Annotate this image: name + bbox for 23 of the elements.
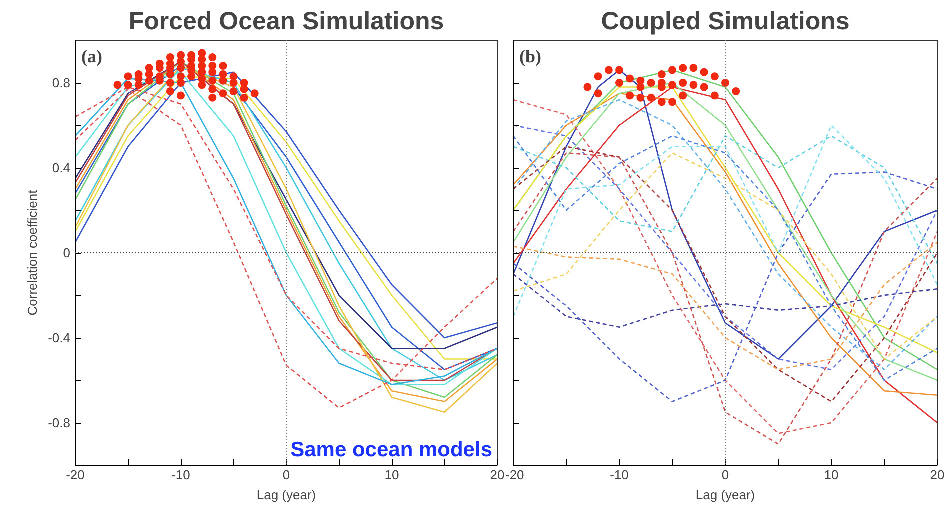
annotation: Same ocean models — [290, 438, 492, 462]
annotation: (b) — [520, 46, 542, 66]
y-tick-label: -0.8 — [48, 416, 71, 430]
x-tick-label: -10 — [172, 468, 190, 482]
x-tick-label: -20 — [506, 468, 524, 482]
x-tick-label: 20 — [930, 468, 945, 482]
x-tick-label: 0 — [722, 468, 730, 482]
x-axis-title: Lag (year) — [696, 488, 756, 502]
chart-title: Forced Ocean Simulations — [128, 8, 444, 36]
x-tick-label: 20 — [490, 468, 505, 482]
x-axis-title: Lag (year) — [256, 488, 316, 502]
y-tick-label: 0.4 — [52, 160, 71, 176]
y-axis-title: Correlation coefficient — [25, 190, 40, 316]
chart-title: Coupled Simulations — [601, 8, 850, 36]
x-tick-label: 0 — [282, 468, 290, 482]
y-tick-label: -0.4 — [48, 330, 71, 346]
x-tick-label: -10 — [610, 468, 629, 482]
x-tick-label: 10 — [384, 468, 400, 482]
y-tick-label: 0 — [63, 246, 71, 260]
x-tick-label: 10 — [824, 468, 839, 482]
annotation: (a) — [82, 46, 102, 66]
x-tick-label: -20 — [66, 468, 85, 482]
y-tick-label: 0.8 — [52, 76, 71, 90]
